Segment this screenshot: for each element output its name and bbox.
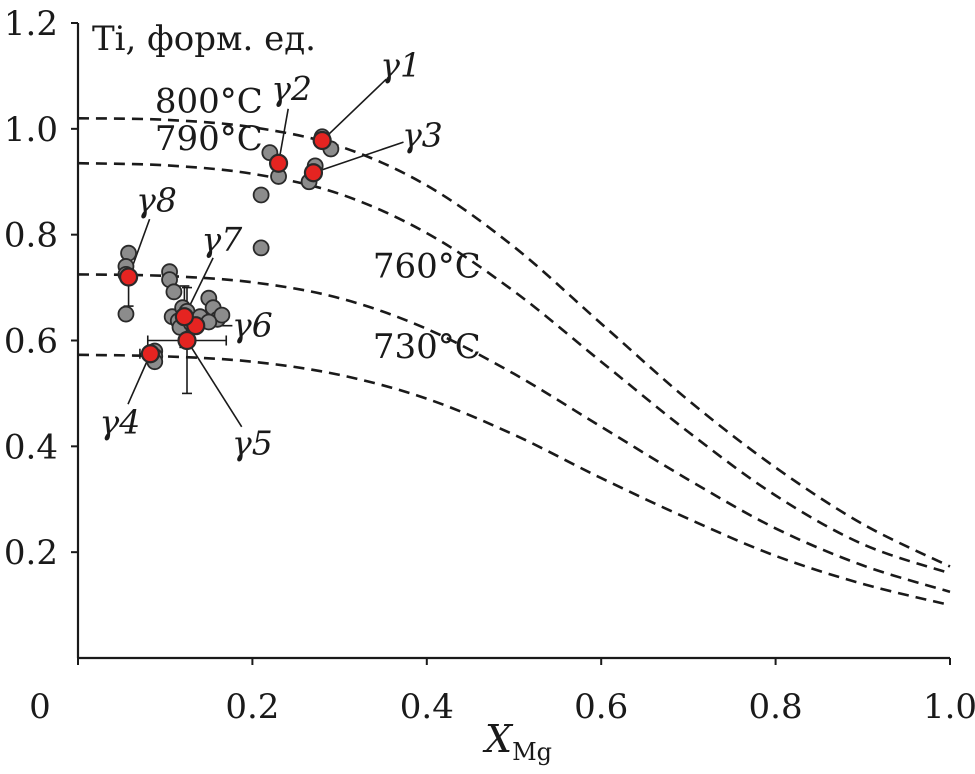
x-tick-label: 1.0: [923, 687, 975, 727]
isotherm-curve-790: [77, 161, 951, 575]
isotherm-curves: [77, 117, 951, 607]
x-tick-label: 0: [29, 687, 51, 727]
average-point: [312, 130, 332, 151]
sample-label: γ1: [380, 45, 421, 84]
analysis-point: [252, 239, 270, 257]
analysis-point: [165, 283, 183, 301]
sample-label: γ3: [402, 116, 443, 155]
analysis-point: [213, 306, 231, 324]
y-tick-label: 0.8: [4, 216, 58, 256]
sample-label: γ7: [202, 220, 243, 259]
leader-line: [127, 361, 148, 405]
isotherm-label-800: 800°C: [155, 81, 263, 121]
label-leader-lines: [127, 78, 404, 428]
isotherm-label-760: 760°C: [373, 246, 481, 286]
sample-label: γ6: [232, 306, 273, 345]
average-point: [268, 153, 289, 173]
y-tick-label: 1.0: [4, 110, 58, 150]
x-axis-title-subscript: Mg: [512, 738, 552, 766]
leader-line: [321, 141, 404, 171]
sample-label: γ4: [99, 403, 140, 442]
x-tick-label: 0.4: [400, 687, 454, 727]
sample-label: γ8: [136, 180, 177, 219]
y-axis-title: Ti, форм. ед.: [92, 19, 316, 59]
analysis-point: [117, 305, 135, 323]
leader-line: [191, 347, 243, 428]
y-tick-label: 0.2: [4, 533, 58, 573]
axes: 0.2 0.4 0.6 0.8 1.0 1.2 0 0.2 0.4 0.6 0.8 1.0: [4, 4, 975, 727]
isotherm-curve-730: [77, 353, 951, 607]
isotherm-curve-800: [77, 117, 951, 568]
y-tick-label: 1.2: [4, 4, 58, 44]
leader-line: [130, 218, 151, 269]
isotherm-label-790: 790°C: [155, 119, 263, 159]
x-tick-label: 0.2: [225, 687, 279, 727]
y-tick-label: 0.4: [4, 427, 58, 467]
sample-label: γ2: [271, 69, 312, 108]
average-point: [303, 163, 324, 183]
average-points: [118, 130, 332, 364]
average-point: [140, 344, 160, 364]
leader-line: [187, 257, 214, 309]
average-point: [118, 267, 139, 287]
analysis-point: [252, 186, 270, 204]
sample-label: γ5: [232, 424, 273, 463]
isotherm-curve-760: [77, 273, 951, 594]
leader-line: [328, 78, 387, 135]
y-tick-label: 0.6: [4, 322, 58, 362]
x-axis-title-main: X: [482, 717, 514, 761]
x-tick-label: 0.8: [749, 687, 803, 727]
x-tick-label: 0.6: [574, 687, 628, 727]
x-axis-title: XMg: [482, 717, 552, 766]
leader-line: [279, 108, 289, 155]
average-point: [174, 307, 194, 327]
isotherm-label-730: 730°C: [373, 327, 481, 367]
average-point: [177, 330, 197, 351]
